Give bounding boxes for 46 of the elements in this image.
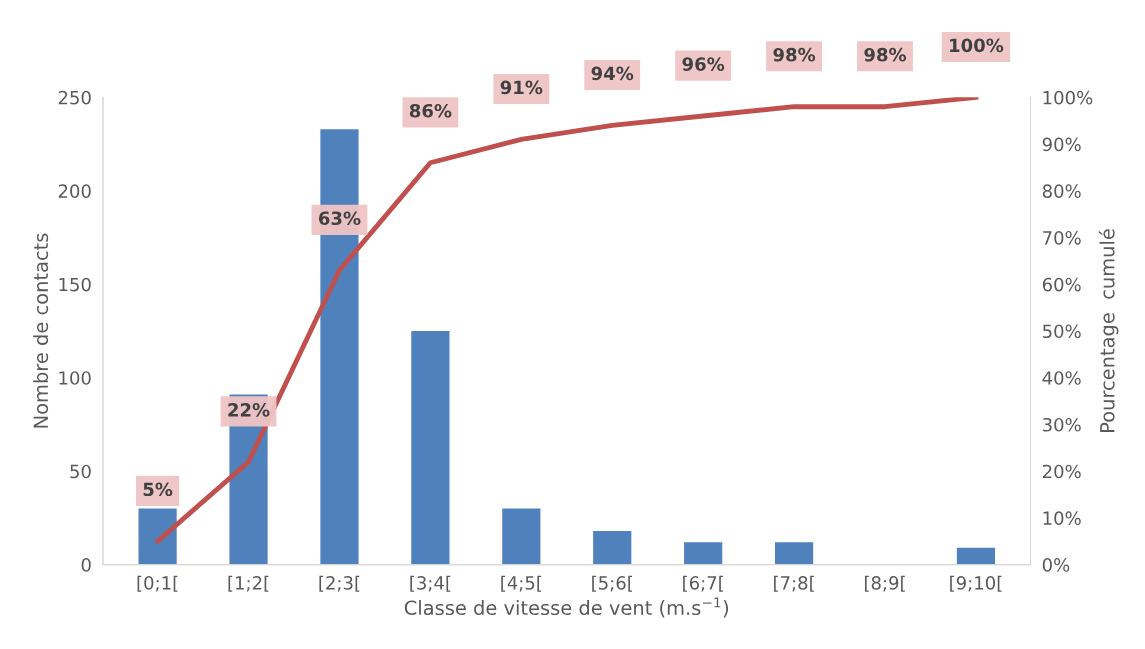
bar <box>956 547 996 565</box>
data-label: 100% <box>950 38 1004 53</box>
x-tick-label: [9;10[ <box>950 575 1002 592</box>
data-label: 22% <box>228 403 270 417</box>
x-tick-label: [4;5[ <box>501 575 542 592</box>
y2-tick-label: 80% <box>1042 184 1081 198</box>
y2-tick-label: 30% <box>1042 417 1081 432</box>
y2-tick-label: 70% <box>1043 230 1081 245</box>
y2-tick-label: 40% <box>1042 371 1081 385</box>
data-label: 96% <box>682 57 725 71</box>
bar <box>684 542 723 565</box>
bar <box>411 330 450 565</box>
y-tick-label: 150 <box>59 277 91 292</box>
y-tick-label: 50 <box>70 464 91 479</box>
data-label: 98% <box>864 47 907 62</box>
data-label: 91% <box>500 80 543 95</box>
x-tick-label: [6;7[ <box>683 575 723 592</box>
y-tick-label: 250 <box>58 90 91 105</box>
y-axis-title: Nombre de contacts <box>33 233 49 428</box>
x-tick-label: [8;9[ <box>865 575 905 592</box>
x-tick-label: [7;8[ <box>774 575 814 592</box>
y-tick-label: 0 <box>81 558 91 572</box>
x-tick-label: [5;6[ <box>592 575 633 592</box>
y2-tick-label: 50% <box>1043 324 1081 339</box>
y2-tick-label: 90% <box>1042 137 1081 152</box>
data-label: 5% <box>143 482 173 497</box>
y2-tick-label: 100% <box>1043 90 1093 105</box>
x-axis-title: Classe de vitesse de vent (m.s$^{−1}$) <box>404 597 729 618</box>
y-tick-label: 100 <box>59 371 91 385</box>
x-tick-label: [0;1[ <box>137 575 178 592</box>
data-label: 94% <box>591 66 634 81</box>
x-tick-label: [3;4[ <box>410 575 451 592</box>
y2-tick-label: 0% <box>1042 558 1070 572</box>
bar <box>502 508 541 565</box>
data-label: 63% <box>318 211 361 226</box>
bar <box>593 530 632 565</box>
y2-tick-label: 60% <box>1042 277 1081 292</box>
bar <box>775 542 814 565</box>
x-tick-label: [1;2[ <box>228 575 269 592</box>
data-label: 98% <box>773 47 816 62</box>
x-tick-label: [2;3[ <box>319 575 360 592</box>
y2-tick-label: 20% <box>1042 464 1081 479</box>
data-label: 86% <box>409 103 452 118</box>
y2-axis-title: Pourcentage cumulé <box>1098 229 1119 432</box>
y2-tick-label: 10% <box>1043 511 1081 526</box>
y-tick-label: 200 <box>58 184 91 198</box>
